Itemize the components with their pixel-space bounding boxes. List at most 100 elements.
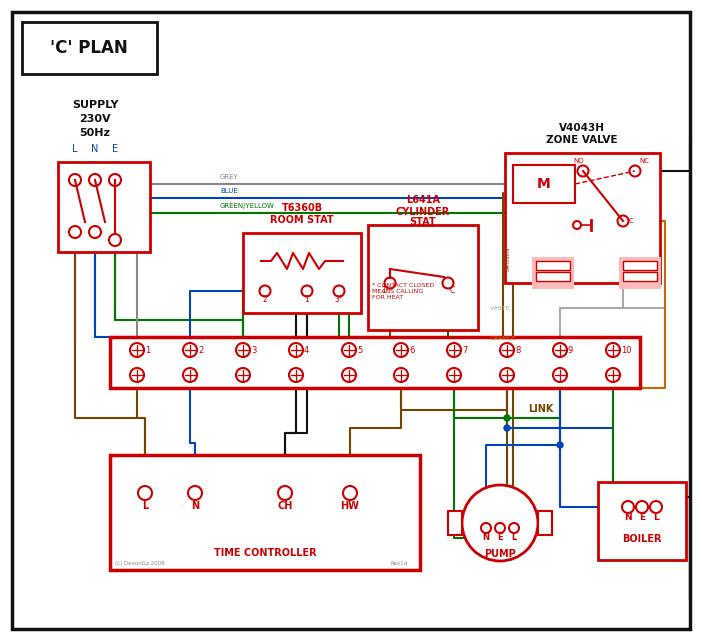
Text: N: N	[191, 501, 199, 511]
Circle shape	[183, 368, 197, 382]
FancyBboxPatch shape	[448, 511, 462, 535]
Text: BLUE: BLUE	[220, 188, 238, 194]
FancyBboxPatch shape	[110, 337, 640, 388]
Circle shape	[622, 501, 634, 513]
Text: GREEN/YELLOW: GREEN/YELLOW	[220, 203, 275, 209]
Text: 7: 7	[462, 345, 468, 354]
Circle shape	[289, 368, 303, 382]
Text: 1: 1	[305, 295, 310, 304]
Text: 230V: 230V	[79, 114, 111, 124]
Circle shape	[394, 343, 408, 357]
Text: 5: 5	[357, 345, 362, 354]
Text: 1*: 1*	[382, 286, 390, 295]
FancyBboxPatch shape	[22, 22, 157, 74]
Circle shape	[260, 285, 270, 297]
Text: 10: 10	[621, 345, 632, 354]
Text: 2: 2	[198, 345, 204, 354]
Circle shape	[385, 278, 395, 288]
Text: SUPPLY: SUPPLY	[72, 100, 118, 110]
Circle shape	[188, 486, 202, 500]
Circle shape	[109, 174, 121, 186]
Text: N: N	[91, 144, 99, 154]
Circle shape	[578, 165, 588, 176]
Text: WHITE: WHITE	[490, 306, 510, 311]
Circle shape	[573, 221, 581, 229]
Text: GREY: GREY	[220, 174, 239, 180]
FancyBboxPatch shape	[110, 455, 420, 570]
FancyBboxPatch shape	[243, 233, 361, 313]
Text: * CONTACT CLOSED
MEANS CALLING
FOR HEAT: * CONTACT CLOSED MEANS CALLING FOR HEAT	[372, 283, 435, 300]
FancyBboxPatch shape	[513, 165, 575, 203]
Text: (c) DevonGz 2008: (c) DevonGz 2008	[115, 561, 165, 566]
Circle shape	[650, 501, 662, 513]
Text: PUMP: PUMP	[484, 549, 516, 559]
Circle shape	[500, 368, 514, 382]
Circle shape	[462, 485, 538, 561]
Circle shape	[447, 343, 461, 357]
Circle shape	[89, 226, 101, 238]
Text: C: C	[449, 286, 455, 295]
FancyBboxPatch shape	[598, 482, 686, 560]
Circle shape	[630, 165, 640, 176]
FancyBboxPatch shape	[58, 162, 150, 252]
Circle shape	[236, 343, 250, 357]
Text: L: L	[142, 501, 148, 511]
Text: BOILER: BOILER	[622, 534, 662, 544]
Circle shape	[618, 215, 628, 226]
Circle shape	[553, 343, 567, 357]
Text: HW: HW	[340, 501, 359, 511]
Text: N: N	[482, 533, 489, 542]
Text: L: L	[511, 533, 517, 542]
Circle shape	[557, 442, 563, 448]
Circle shape	[278, 486, 292, 500]
Text: E: E	[497, 533, 503, 542]
Circle shape	[301, 285, 312, 297]
Text: Rev1d: Rev1d	[390, 561, 407, 566]
Circle shape	[342, 368, 356, 382]
Text: CYLINDER: CYLINDER	[396, 207, 450, 217]
Circle shape	[606, 368, 620, 382]
FancyBboxPatch shape	[505, 153, 660, 283]
Text: 50Hz: 50Hz	[79, 128, 110, 138]
FancyBboxPatch shape	[538, 511, 552, 535]
Text: TIME CONTROLLER: TIME CONTROLLER	[213, 548, 317, 558]
Circle shape	[636, 501, 648, 513]
Text: 1: 1	[145, 345, 150, 354]
Circle shape	[183, 343, 197, 357]
Text: ZONE VALVE: ZONE VALVE	[546, 135, 618, 145]
FancyBboxPatch shape	[533, 258, 573, 288]
Circle shape	[69, 226, 81, 238]
Circle shape	[481, 523, 491, 533]
Circle shape	[500, 343, 514, 357]
Text: E: E	[112, 144, 118, 154]
Text: 2: 2	[263, 295, 267, 304]
Text: CH: CH	[277, 501, 293, 511]
Text: 3: 3	[251, 345, 256, 354]
FancyBboxPatch shape	[368, 225, 478, 330]
Text: L: L	[72, 144, 78, 154]
Text: 'C' PLAN: 'C' PLAN	[50, 39, 128, 57]
Circle shape	[553, 368, 567, 382]
Circle shape	[130, 343, 144, 357]
FancyBboxPatch shape	[12, 12, 690, 629]
Circle shape	[394, 368, 408, 382]
Text: 8: 8	[515, 345, 520, 354]
FancyBboxPatch shape	[623, 261, 657, 270]
Text: T6360B: T6360B	[282, 203, 322, 213]
Circle shape	[236, 368, 250, 382]
Circle shape	[447, 368, 461, 382]
Circle shape	[138, 486, 152, 500]
Text: NO: NO	[574, 158, 584, 164]
Text: V4043H: V4043H	[559, 123, 605, 133]
Circle shape	[69, 174, 81, 186]
Circle shape	[495, 523, 505, 533]
Text: LINK: LINK	[529, 404, 554, 414]
Text: STAT: STAT	[410, 217, 437, 227]
FancyBboxPatch shape	[536, 261, 570, 270]
Text: 6: 6	[409, 345, 414, 354]
Circle shape	[504, 415, 510, 421]
Text: L641A: L641A	[406, 195, 440, 205]
Circle shape	[333, 285, 345, 297]
Circle shape	[509, 523, 519, 533]
Text: C: C	[629, 218, 634, 224]
